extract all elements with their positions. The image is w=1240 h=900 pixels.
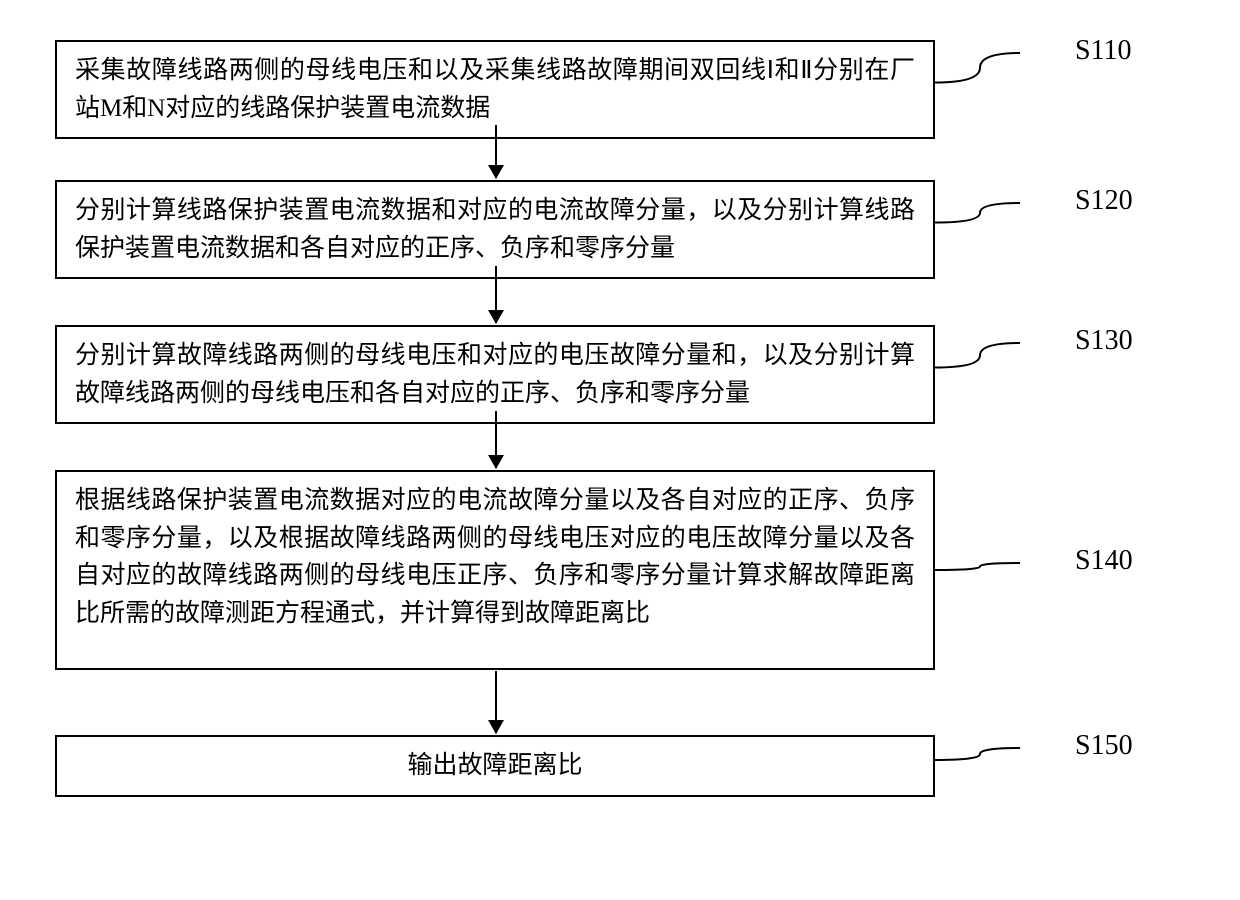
step-s150: 输出故障距离比 — [55, 735, 935, 797]
step-box-s140: 根据线路保护装置电流数据对应的电流故障分量以及各自对应的正序、负序和零序分量，以… — [55, 470, 935, 670]
connector-s130 — [935, 323, 1025, 388]
step-box-s150: 输出故障距离比 — [55, 735, 935, 797]
step-box-s120: 分别计算线路保护装置电流数据和对应的电流故障分量，以及分别计算线路保护装置电流数… — [55, 180, 935, 279]
connector-s110 — [935, 33, 1025, 103]
step-box-s130: 分别计算故障线路两侧的母线电压和对应的电压故障分量和，以及分别计算故障线路两侧的… — [55, 325, 935, 424]
arrow-4 — [495, 671, 497, 733]
step-s120: 分别计算线路保护装置电流数据和对应的电流故障分量，以及分别计算线路保护装置电流数… — [55, 180, 935, 279]
step-label-s140: S140 — [1075, 545, 1133, 577]
flowchart-container: 采集故障线路两侧的母线电压和以及采集线路故障期间双回线Ⅰ和Ⅱ分别在厂站M和N对应… — [0, 20, 1240, 880]
connector-s150 — [935, 728, 1025, 780]
arrow-1 — [495, 125, 497, 178]
step-s130: 分别计算故障线路两侧的母线电压和对应的电压故障分量和，以及分别计算故障线路两侧的… — [55, 325, 935, 424]
connector-s120 — [935, 183, 1025, 243]
step-s140: 根据线路保护装置电流数据对应的电流故障分量以及各自对应的正序、负序和零序分量，以… — [55, 470, 935, 670]
step-label-s150: S150 — [1075, 730, 1133, 762]
connector-s140 — [935, 543, 1025, 590]
arrow-2 — [495, 266, 497, 323]
step-label-s110: S110 — [1075, 35, 1132, 67]
step-label-s120: S120 — [1075, 185, 1133, 217]
step-label-s130: S130 — [1075, 325, 1133, 357]
arrow-3 — [495, 411, 497, 468]
